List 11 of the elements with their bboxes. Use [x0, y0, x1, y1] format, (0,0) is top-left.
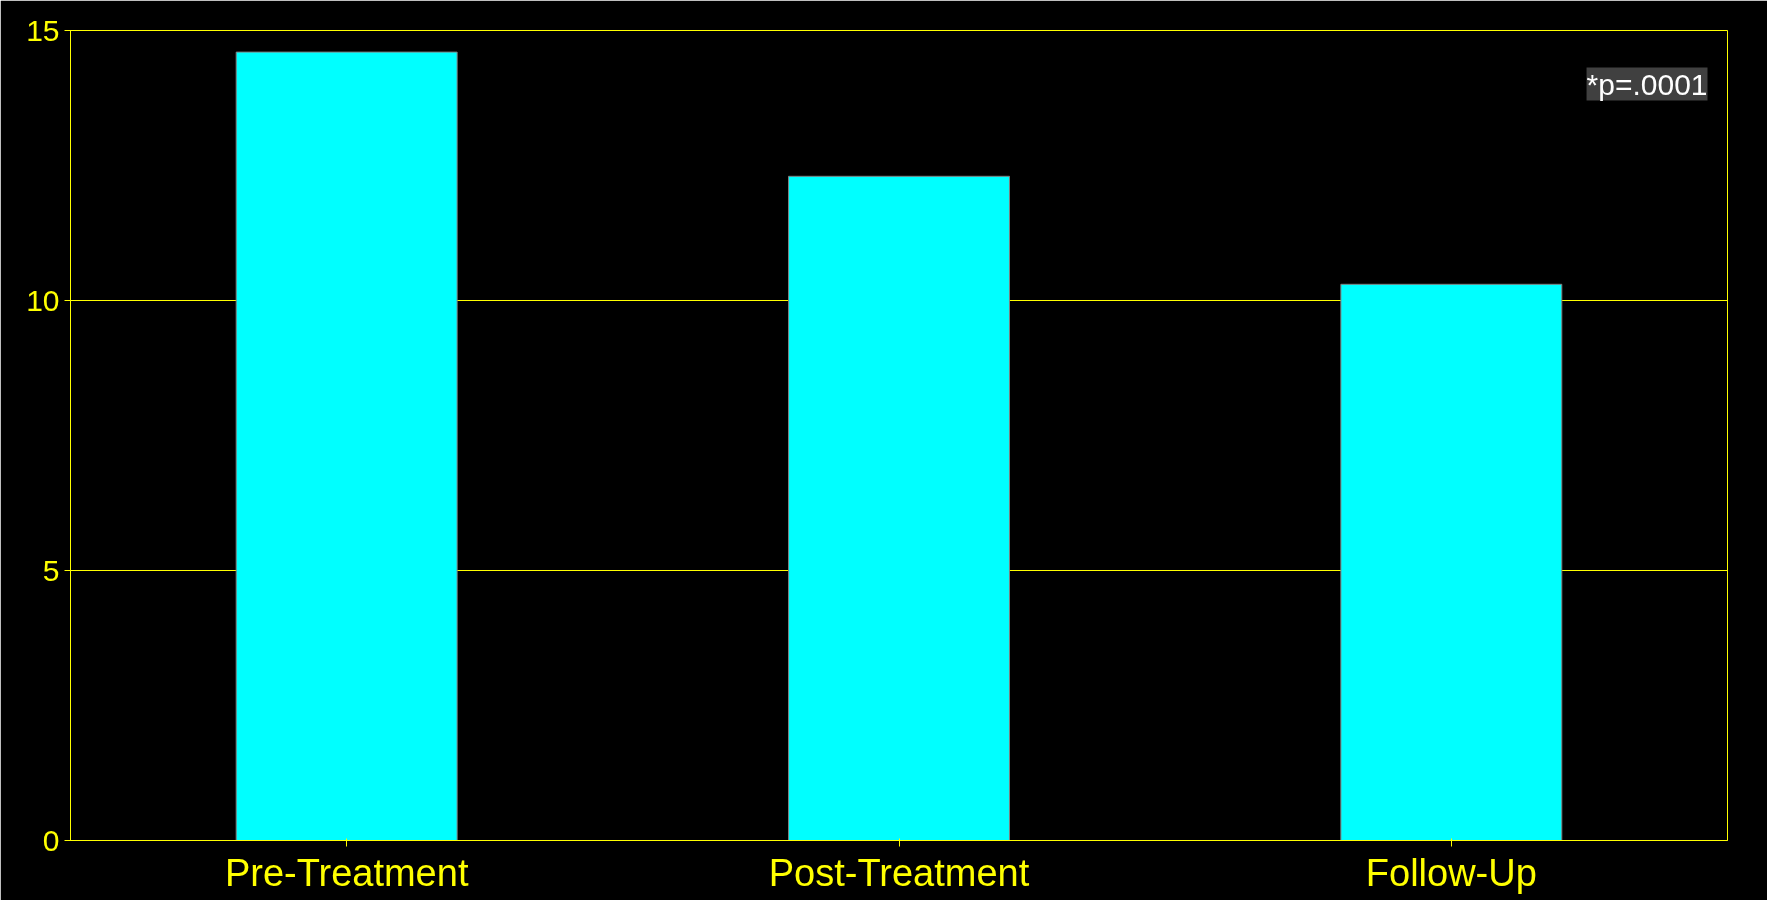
bar — [235, 51, 458, 841]
x-tick-label: Pre-Treatment — [224, 851, 469, 894]
x-tick-label: Follow-Up — [1365, 851, 1537, 894]
bar — [1340, 283, 1563, 841]
annotation: *p=.0001 — [1586, 67, 1708, 101]
bar — [788, 175, 1010, 841]
y-tick-label: 0 — [42, 823, 60, 857]
y-tick-label: 10 — [26, 283, 60, 317]
x-tick-label: Post-Treatment — [768, 851, 1030, 894]
y-tick-label: 5 — [42, 553, 60, 587]
y-tick-label: 15 — [26, 13, 60, 47]
